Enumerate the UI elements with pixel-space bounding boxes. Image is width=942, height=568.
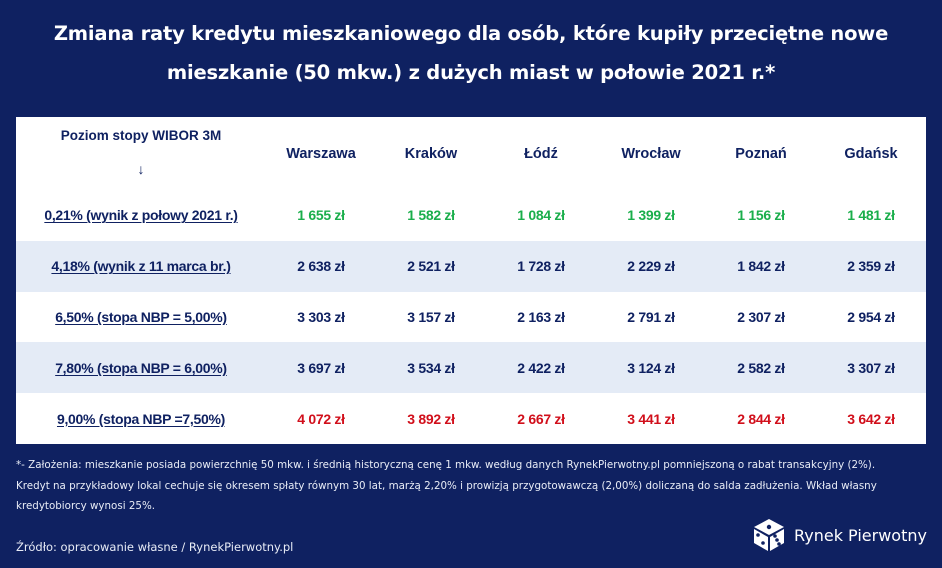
rate-cell: 1 842 zł	[737, 258, 785, 275]
brand-name: Rynek Pierwotny	[794, 525, 927, 545]
rate-cell: 1 655 zł	[297, 207, 345, 224]
rate-cell: 2 163 zł	[517, 308, 565, 325]
rate-cell: 2 229 zł	[627, 258, 675, 275]
table-row: 6,50% (stopa NBP = 5,00%) 3 303 zł 3 157…	[16, 292, 926, 343]
rate-cell: 2 307 zł	[737, 308, 785, 325]
rate-cell: 2 422 zł	[517, 359, 565, 376]
row-label: 7,80% (stopa NBP = 6,00%)	[55, 359, 227, 376]
rate-cell: 2 791 zł	[627, 308, 675, 325]
rate-cell: 2 521 zł	[407, 258, 455, 275]
rate-cell: 2 954 zł	[847, 308, 895, 325]
rate-cell: 1 481 zł	[847, 207, 895, 224]
rate-cell: 3 892 zł	[407, 410, 455, 427]
title-line-1: Zmiana raty kredytu mieszkaniowego dla o…	[53, 22, 889, 45]
row-label: 9,00% (stopa NBP =7,50%)	[56, 410, 225, 427]
rate-cell: 1 728 zł	[517, 258, 565, 275]
rate-cell: 2 667 zł	[517, 410, 565, 427]
footnote-line-3: kredytobiorcy wynosi 25%.	[16, 500, 156, 512]
rate-cell: 4 072 zł	[297, 410, 345, 427]
source-note: Źródło: opracowanie własne / RynekPierwo…	[16, 540, 294, 554]
rates-table: Poziom stopy WIBOR 3M ↓ Warszawa Kraków …	[16, 117, 926, 444]
row-label: 0,21% (wynik z połowy 2021 r.)	[44, 207, 238, 224]
column-header-poznan: Poznań	[735, 145, 787, 162]
rate-cell: 3 697 zł	[297, 359, 345, 376]
table-corner-header: Poziom stopy WIBOR 3M ↓	[16, 117, 266, 190]
table-row: 9,00% (stopa NBP =7,50%) 4 072 zł 3 892 …	[16, 393, 926, 444]
column-header-wroclaw: Wrocław	[621, 145, 681, 162]
row-label: 4,18% (wynik z 11 marca br.)	[51, 258, 231, 275]
rate-cell: 2 359 zł	[847, 258, 895, 275]
page-title: Zmiana raty kredytu mieszkaniowego dla o…	[0, 14, 942, 92]
table-row: 0,21% (wynik z połowy 2021 r.) 1 655 zł …	[16, 190, 926, 241]
rate-cell: 3 441 zł	[627, 410, 675, 427]
rate-cell: 3 534 zł	[407, 359, 455, 376]
column-header-krakow: Kraków	[404, 145, 458, 162]
cube-logo-icon	[754, 519, 784, 551]
rate-cell: 1 084 zł	[517, 207, 565, 224]
table-row: 7,80% (stopa NBP = 6,00%) 3 697 zł 3 534…	[16, 342, 926, 394]
rate-cell: 2 844 zł	[737, 410, 785, 427]
rate-cell: 3 642 zł	[847, 410, 895, 427]
arrow-down-icon: ↓	[137, 161, 145, 177]
rate-cell: 2 638 zł	[297, 258, 345, 275]
rate-cell: 1 156 zł	[737, 207, 785, 224]
rate-cell: 2 582 zł	[737, 359, 785, 376]
footnote: *- Założenia: mieszkanie posiada powierz…	[16, 455, 931, 517]
table-row: 4,18% (wynik z 11 marca br.) 2 638 zł 2 …	[16, 240, 926, 292]
footnote-line-2: Kredyt na przykładowy lokal cechuje się …	[16, 479, 877, 492]
title-line-2: mieszkanie (50 mkw.) z dużych miast w po…	[166, 61, 776, 84]
rate-cell: 1 582 zł	[407, 207, 455, 224]
table-header-row: Poziom stopy WIBOR 3M ↓ Warszawa Kraków …	[16, 117, 926, 190]
row-label: 6,50% (stopa NBP = 5,00%)	[55, 308, 227, 325]
brand-logo: Rynek Pierwotny	[752, 516, 927, 554]
footnote-line-1: *- Założenia: mieszkanie posiada powierz…	[16, 459, 876, 471]
rate-cell: 3 303 zł	[297, 308, 345, 325]
column-header-warszawa: Warszawa	[286, 145, 356, 162]
rate-cell: 1 399 zł	[627, 207, 675, 224]
rate-cell: 3 157 zł	[407, 308, 455, 325]
column-header-lodz: Łódź	[524, 145, 558, 162]
column-header-gdansk: Gdańsk	[844, 145, 898, 162]
rate-cell: 3 124 zł	[627, 359, 675, 376]
rate-cell: 3 307 zł	[847, 359, 895, 376]
wibor-level-header: Poziom stopy WIBOR 3M	[60, 128, 222, 143]
